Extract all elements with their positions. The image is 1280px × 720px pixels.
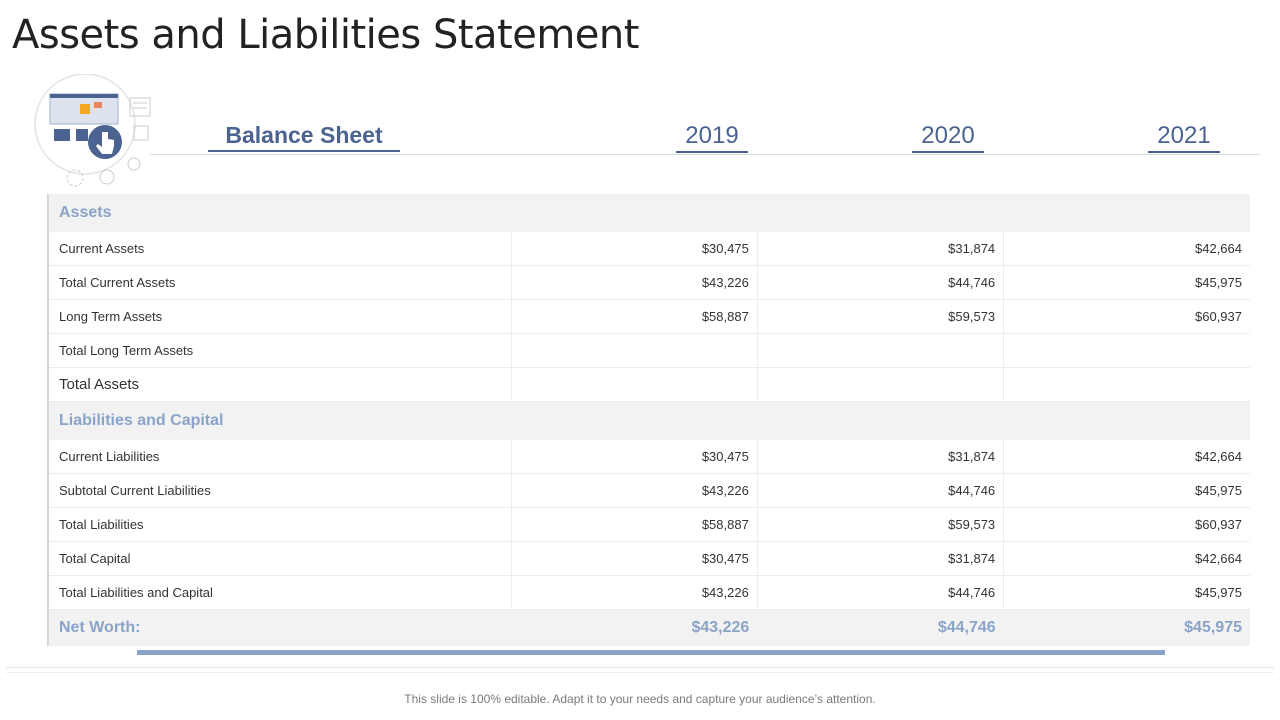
section-assets: Assets	[49, 194, 1250, 232]
cell-value: $45,975	[1003, 575, 1250, 610]
year-2019-heading: 2019	[676, 122, 748, 153]
net-worth-value: $44,746	[757, 609, 1004, 646]
cell-value: $45,975	[1003, 473, 1250, 508]
computer-click-icon	[34, 74, 151, 187]
cell-value: $43,226	[510, 575, 758, 610]
row-label: Total Current Assets	[49, 265, 511, 300]
net-worth-row: Net Worth: $43,226 $44,746 $45,975	[49, 609, 1250, 646]
cell-value: $60,937	[1003, 299, 1250, 334]
cell-value: $30,475	[510, 440, 758, 474]
cell-value: $43,226	[510, 473, 758, 508]
footer-divider	[6, 667, 1274, 668]
cell-value: $31,874	[756, 232, 1004, 266]
cell-value: $60,937	[1003, 507, 1250, 542]
balance-sheet-heading: Balance Sheet	[208, 122, 400, 152]
row-label: Long Term Assets	[49, 299, 511, 334]
year-2021-heading: 2021	[1148, 122, 1220, 153]
header-divider	[150, 154, 1260, 155]
section-liabilities-capital: Liabilities and Capital	[49, 401, 1250, 440]
cell-value: $58,887	[510, 507, 758, 542]
cell-value	[510, 333, 758, 368]
row-label: Current Assets	[49, 232, 511, 266]
cell-value	[510, 367, 758, 402]
row-label: Total Assets	[49, 367, 511, 402]
table-row: Subtotal Current Liabilities $43,226 $44…	[49, 473, 1250, 508]
table-row: Total Current Assets $43,226 $44,746 $45…	[49, 265, 1250, 300]
table-row: Long Term Assets $58,887 $59,573 $60,937	[49, 299, 1250, 334]
table-row: Current Liabilities $30,475 $31,874 $42,…	[49, 440, 1250, 474]
footer-divider	[6, 672, 1274, 673]
cell-value: $30,475	[510, 541, 758, 576]
cell-value: $42,664	[1003, 541, 1250, 576]
cell-value	[756, 333, 1004, 368]
row-label: Total Liabilities	[49, 507, 511, 542]
cell-value: $59,573	[756, 507, 1004, 542]
table-row: Current Assets $30,475 $31,874 $42,664	[49, 232, 1250, 266]
cell-value	[1003, 333, 1250, 368]
table-row: Total Liabilities and Capital $43,226 $4…	[49, 575, 1250, 610]
table-row: Total Long Term Assets	[49, 333, 1250, 368]
row-label: Current Liabilities	[49, 440, 511, 474]
row-label: Total Liabilities and Capital	[49, 575, 511, 610]
net-worth-value: $45,975	[1003, 609, 1250, 646]
table-row: Total Assets	[49, 367, 1250, 402]
cell-value: $58,887	[510, 299, 758, 334]
row-label: Subtotal Current Liabilities	[49, 473, 511, 508]
footer-note: This slide is 100% editable. Adapt it to…	[404, 692, 876, 706]
cell-value: $59,573	[756, 299, 1004, 334]
cell-value: $43,226	[510, 265, 758, 300]
row-label: Total Capital	[49, 541, 511, 576]
cell-value: $44,746	[756, 473, 1004, 508]
table-header: Balance Sheet 2019 2020 2021	[150, 118, 1260, 158]
net-worth-value: $43,226	[511, 609, 758, 646]
table-row: Total Capital $30,475 $31,874 $42,664	[49, 541, 1250, 576]
section-label: Liabilities and Capital	[49, 401, 511, 440]
cell-value: $45,975	[1003, 265, 1250, 300]
cell-value: $31,874	[756, 541, 1004, 576]
table-row: Total Liabilities $58,887 $59,573 $60,93…	[49, 507, 1250, 542]
cell-value: $42,664	[1003, 232, 1250, 266]
cell-value: $42,664	[1003, 440, 1250, 474]
row-label: Total Long Term Assets	[49, 333, 511, 368]
cell-value: $30,475	[510, 232, 758, 266]
balance-table: Assets Current Assets $30,475 $31,874 $4…	[47, 194, 1252, 646]
cell-value: $44,746	[756, 575, 1004, 610]
cell-value	[1003, 367, 1250, 402]
section-label: Assets	[49, 194, 511, 232]
accent-bar	[137, 650, 1165, 655]
cell-value: $44,746	[756, 265, 1004, 300]
page-title: Assets and Liabilities Statement	[12, 12, 639, 58]
cell-value	[756, 367, 1004, 402]
cell-value: $31,874	[756, 440, 1004, 474]
net-worth-label: Net Worth:	[49, 609, 511, 646]
year-2020-heading: 2020	[912, 122, 984, 153]
